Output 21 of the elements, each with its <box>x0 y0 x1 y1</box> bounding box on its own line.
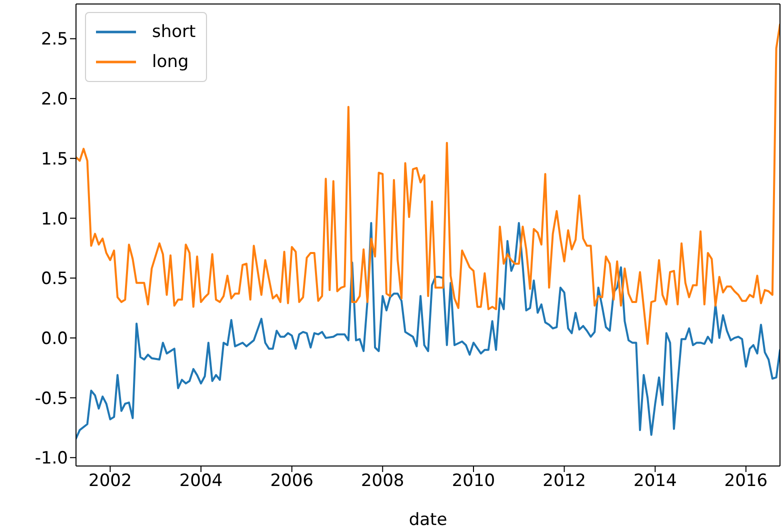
legend-label: long <box>152 51 189 74</box>
y-tick-label: 1.5 <box>40 149 68 170</box>
y-tick-label: 1.0 <box>40 209 68 230</box>
y-tick-label: -0.5 <box>34 388 68 409</box>
y-tick-label: 2.5 <box>40 30 68 50</box>
line-series <box>76 23 780 345</box>
y-tick-label: 2.0 <box>40 90 68 110</box>
legend-label: short <box>152 21 196 44</box>
x-tick-label: 2012 <box>542 471 586 492</box>
x-tick-label: 2008 <box>360 471 404 492</box>
x-tick-label: 2016 <box>724 471 768 492</box>
y-tick-label: 0.0 <box>40 328 68 349</box>
x-tick-label: 2010 <box>452 471 496 492</box>
y-tick-label: 0.5 <box>40 269 68 290</box>
y-tick-label: -1.0 <box>34 448 68 469</box>
x-tick-label: 2002 <box>88 471 132 492</box>
line-series <box>76 222 780 440</box>
x-axis-title: date <box>408 510 448 530</box>
x-tick-label: 2004 <box>179 471 223 492</box>
x-tick-label: 2006 <box>270 471 314 492</box>
x-tick-label: 2014 <box>634 471 677 492</box>
